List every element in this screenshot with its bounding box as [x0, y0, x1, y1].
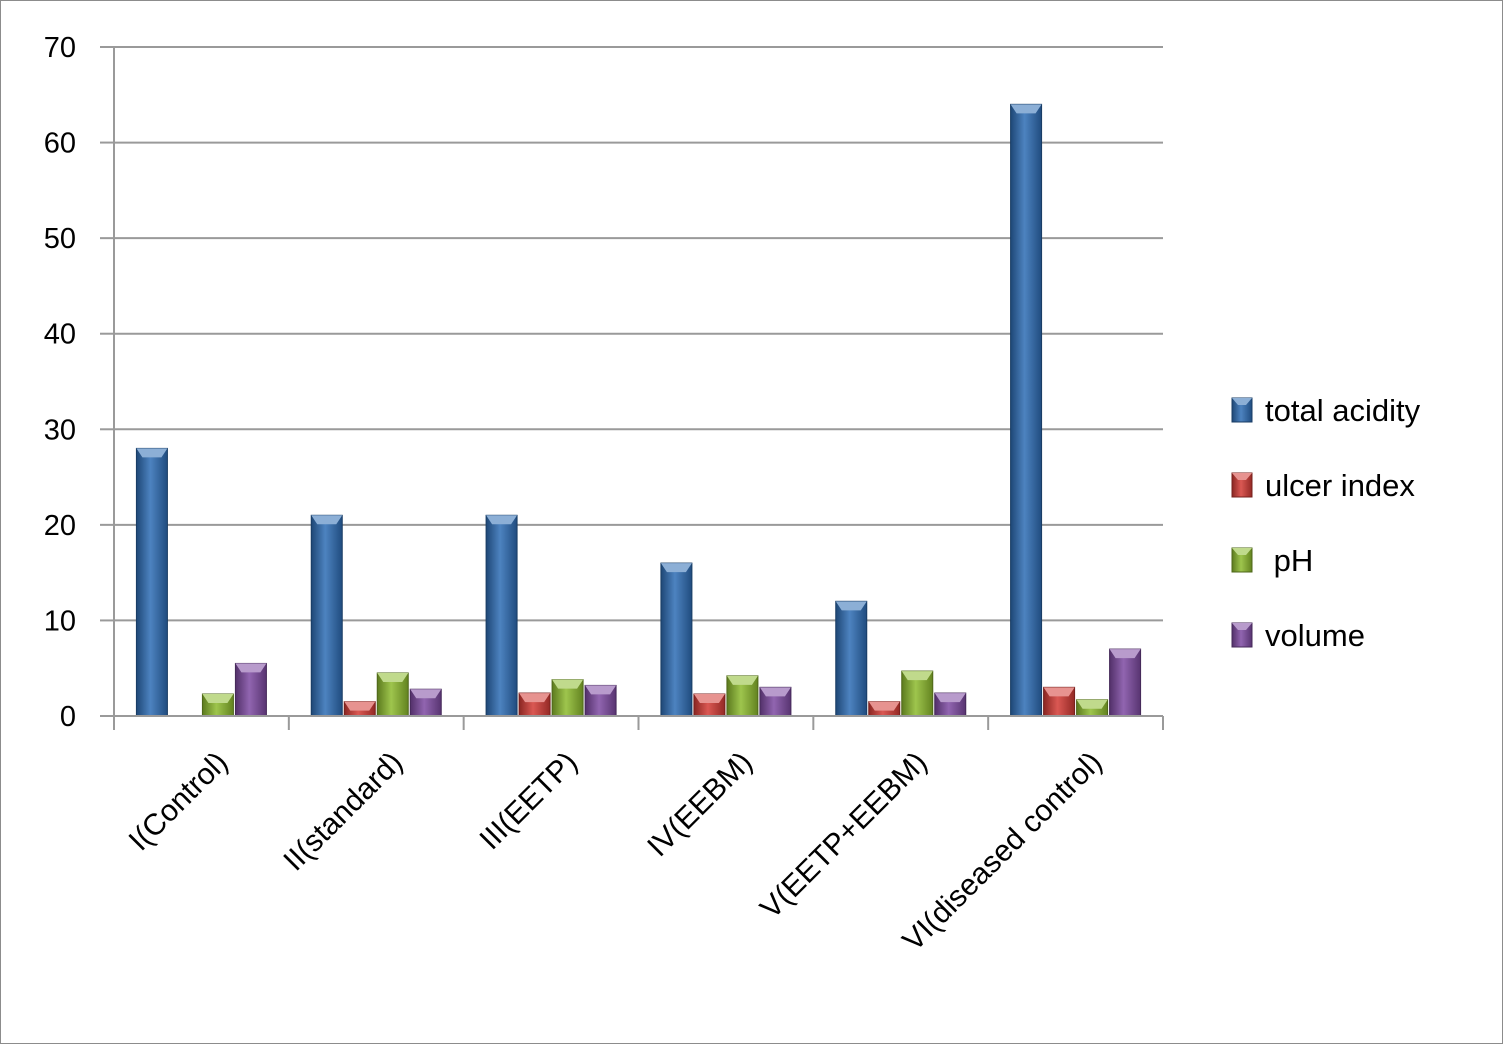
- bar-cap: [311, 515, 343, 525]
- bar: [409, 688, 442, 717]
- x-category-label: V(EETP+EEBM): [754, 746, 934, 926]
- bar: [726, 675, 759, 717]
- bar: [485, 514, 518, 717]
- x-category-label: III(EETP): [473, 746, 584, 857]
- y-tick-label: 20: [44, 510, 76, 542]
- bar: [1109, 648, 1142, 717]
- bar: [343, 701, 376, 717]
- bar-cap: [552, 679, 584, 689]
- legend-item: pH: [1231, 543, 1313, 578]
- bar-body: [660, 562, 693, 717]
- bar: [201, 693, 234, 717]
- bar: [901, 670, 934, 717]
- y-tick-labels: 0 10 20 30 40 50 60 70: [44, 32, 76, 733]
- bar: [660, 562, 693, 717]
- legend-label: ulcer index: [1265, 468, 1415, 503]
- bar-cap: [835, 601, 867, 611]
- bar: [759, 686, 792, 717]
- bar: [1010, 103, 1043, 717]
- axes: [100, 46, 1164, 730]
- bar: [835, 600, 868, 717]
- bar-cap: [235, 663, 267, 673]
- bars: [135, 103, 1142, 717]
- bar: [693, 693, 726, 717]
- bar-cap: [726, 675, 758, 685]
- bar-cap: [759, 687, 791, 697]
- legend-swatch-cap: [1232, 473, 1252, 480]
- legend-item: volume: [1231, 618, 1365, 653]
- bar-cap: [519, 693, 551, 703]
- bar: [135, 447, 168, 717]
- bar-cap: [1076, 699, 1108, 709]
- bar: [234, 662, 267, 717]
- legend-label: pH: [1265, 543, 1313, 578]
- bar: [551, 679, 584, 717]
- bar-body: [1109, 648, 1142, 717]
- bar-cap: [693, 694, 725, 704]
- bar-cap: [136, 448, 168, 458]
- legend-swatch-cap: [1232, 548, 1252, 555]
- bar: [584, 684, 617, 717]
- bar: [1076, 699, 1109, 717]
- bar-body: [310, 514, 343, 717]
- y-tick-label: 60: [44, 128, 76, 160]
- y-tick-label: 50: [44, 223, 76, 255]
- bar-cap: [202, 694, 234, 704]
- bar-cap: [660, 563, 692, 573]
- bar-cap: [410, 689, 442, 699]
- bar-body: [1010, 103, 1043, 717]
- legend-swatch-cap: [1232, 623, 1252, 630]
- bar-cap: [1010, 104, 1042, 114]
- legend-swatch-cap: [1232, 398, 1252, 405]
- x-category-label: IV(EEBM): [641, 746, 759, 864]
- gridlines: [114, 46, 1163, 622]
- x-category-label: VI(diseased control): [897, 746, 1109, 958]
- bar: [1043, 686, 1076, 717]
- bar: [310, 514, 343, 717]
- y-tick-label: 10: [44, 605, 76, 637]
- y-tick-label: 30: [44, 414, 76, 446]
- legend-label: total acidity: [1265, 393, 1421, 428]
- legend-item: ulcer index: [1231, 468, 1415, 503]
- bar-cap: [377, 672, 409, 682]
- y-tick-label: 0: [60, 701, 76, 733]
- bar-cap: [1109, 649, 1141, 659]
- bar-cap: [868, 701, 900, 711]
- bar-body: [485, 514, 518, 717]
- bar-body: [135, 447, 168, 717]
- legend-label: volume: [1265, 618, 1365, 653]
- x-category-label: I(Control): [123, 746, 235, 858]
- bar: [934, 692, 967, 717]
- bar-cap: [1043, 687, 1075, 697]
- bar: [518, 692, 551, 717]
- legend: total acidity ulcer index pH volume: [1231, 393, 1421, 653]
- y-tick-label: 40: [44, 319, 76, 351]
- bar: [376, 672, 409, 717]
- bar-cap: [901, 671, 933, 681]
- x-category-labels: I(Control) II(standard) III(EETP) IV(EEBM)V…: [123, 746, 1109, 958]
- bar-cap: [486, 515, 518, 525]
- bar-body: [835, 600, 868, 717]
- x-category-label: II(standard): [277, 746, 409, 878]
- bar: [868, 701, 901, 717]
- bar-cap: [344, 701, 376, 711]
- bar-cap: [934, 693, 966, 703]
- bar-cap: [585, 685, 617, 695]
- y-tick-label: 70: [44, 32, 76, 64]
- legend-item: total acidity: [1231, 393, 1421, 428]
